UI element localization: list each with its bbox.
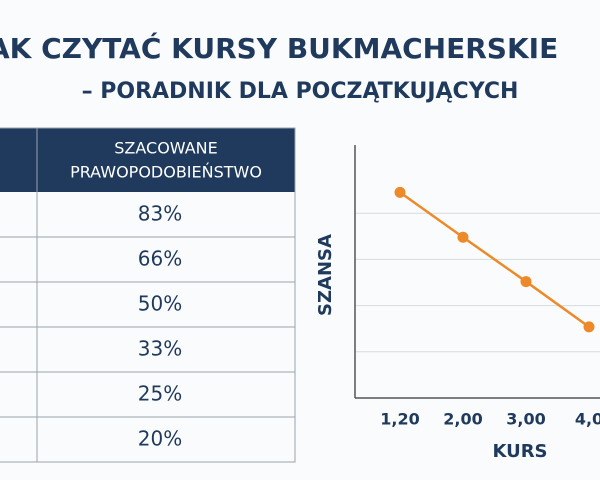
table-border: [0, 127, 296, 463]
data-point: [520, 276, 532, 288]
data-point: [394, 186, 406, 198]
subtitle: – PORADNIK DLA POCZĄTKUJĄCYCH: [82, 79, 519, 104]
x-tick-label: 3,00: [506, 410, 545, 429]
y-axis-label: SZANSA: [315, 234, 336, 316]
data-point: [457, 231, 469, 243]
x-tick-label: 1,20: [380, 410, 419, 429]
probability-cell: 33%: [138, 337, 182, 361]
probability-cell: 20%: [138, 427, 182, 451]
table: SZACOWANE PRAWOPODOBIEŃSTWO 83% 66% 50% 33%…: [0, 127, 296, 463]
probability-cell: 83%: [138, 202, 182, 226]
header-line: SZACOWANE: [114, 139, 218, 158]
x-tick-label: 4,0: [575, 410, 600, 429]
header-line: PRAWOPODOBIEŃSTWO: [70, 163, 262, 182]
x-axis-label: KURS: [492, 441, 547, 462]
title: AK CZYTAĆ KURSY BUKMACHERSKIE: [0, 31, 558, 65]
chart: SZANSA KURS 1,20 2,00 3,00 4,0: [315, 145, 600, 462]
probability-cell: 50%: [138, 292, 182, 316]
probability-cell: 25%: [138, 382, 182, 406]
probability-cell: 66%: [138, 247, 182, 271]
data-point: [583, 321, 595, 333]
table-header: [0, 128, 295, 192]
x-tick-label: 2,00: [443, 410, 482, 429]
series-line: [399, 191, 590, 328]
